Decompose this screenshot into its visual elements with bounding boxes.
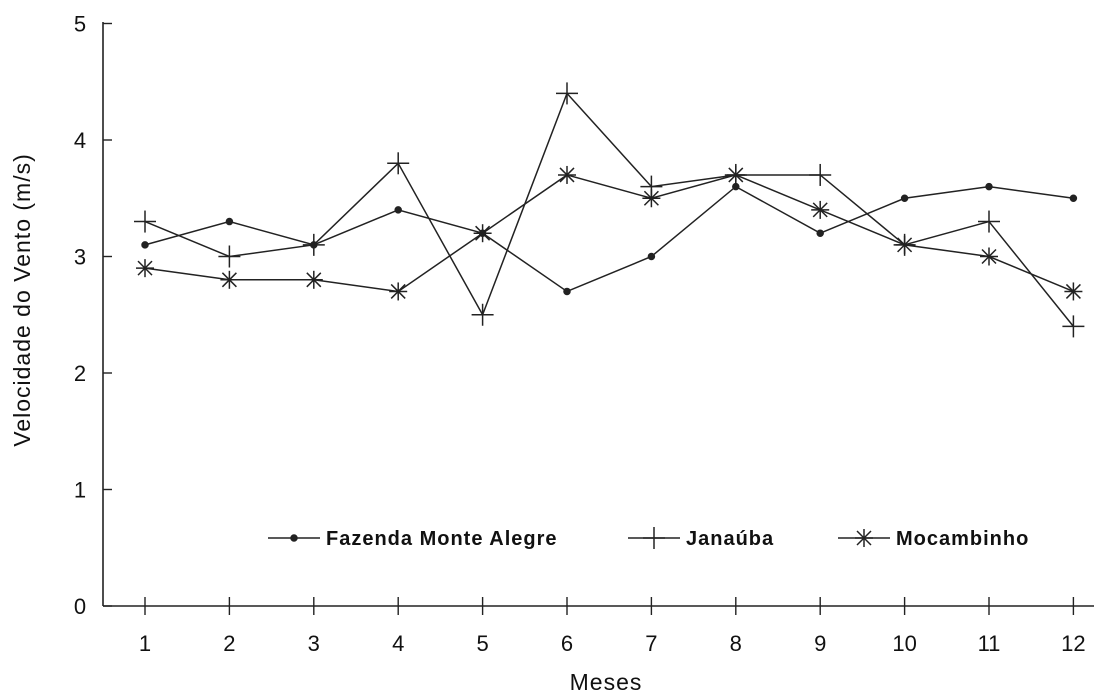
data-point-mocambinho	[389, 282, 408, 301]
data-point-janauba	[809, 163, 832, 186]
x-axis-title: Meses	[570, 669, 643, 694]
legend-marker	[643, 527, 665, 549]
x-tick-label: 2	[223, 631, 235, 656]
data-point-mocambinho	[642, 189, 661, 208]
data-point-mocambinho	[1064, 282, 1083, 301]
y-tick-label: 2	[74, 361, 86, 386]
y-tick-label: 3	[74, 245, 86, 270]
data-point-fazenda-monte-alegre	[394, 206, 402, 214]
x-tick-label: 12	[1061, 631, 1085, 656]
x-tick-label: 1	[139, 631, 151, 656]
data-point-janauba	[387, 152, 410, 175]
data-point-fazenda-monte-alegre	[563, 287, 571, 296]
legend-label: Mocambinho	[896, 528, 1029, 550]
legend-label: Fazenda Monte Alegre	[326, 528, 558, 550]
data-point-fazenda-monte-alegre	[900, 194, 909, 202]
series-layer	[134, 82, 1085, 338]
legend-item-fazenda-monte-alegre: Fazenda Monte Alegre	[268, 528, 558, 550]
y-tick-label: 1	[74, 478, 86, 503]
data-point-mocambinho	[895, 235, 914, 254]
data-point-fazenda-monte-alegre	[985, 182, 993, 191]
x-tick-label: 7	[645, 631, 657, 656]
x-tick-label: 3	[308, 631, 320, 656]
legend-marker	[290, 534, 298, 542]
y-tick-label: 5	[74, 12, 86, 37]
data-point-janauba	[556, 82, 578, 105]
data-point-mocambinho	[558, 165, 576, 184]
legend-marker	[855, 529, 873, 547]
data-point-janauba	[218, 245, 241, 268]
y-axis-ticks: 0 1 2 3 4 5	[74, 12, 112, 619]
x-tick-label: 11	[978, 631, 1001, 656]
data-point-fazenda-monte-alegre	[647, 252, 656, 261]
y-tick-label: 0	[74, 594, 86, 619]
data-point-janauba	[978, 210, 1000, 233]
series-line-fazenda-monte-alegre	[144, 185, 1074, 293]
x-tick-label: 5	[476, 631, 488, 656]
x-tick-label: 4	[392, 631, 404, 656]
data-point-mocambinho	[304, 270, 323, 289]
data-point-mocambinho	[136, 259, 154, 278]
x-tick-label: 9	[814, 631, 826, 656]
x-tick-label: 6	[561, 631, 573, 656]
data-point-fazenda-monte-alegre	[1069, 194, 1078, 202]
data-point-fazenda-monte-alegre	[816, 229, 824, 237]
data-point-mocambinho	[220, 270, 239, 289]
data-point-mocambinho	[980, 247, 998, 266]
data-point-janauba	[302, 233, 325, 256]
data-point-janauba	[471, 303, 494, 326]
x-tick-label: 10	[892, 631, 916, 656]
legend: Fazenda Monte Alegre Janaúba Mocambinho	[268, 527, 1029, 550]
y-axis-title: Velocidade do Vento (m/s)	[9, 153, 35, 447]
x-axis-ticks: 1 2 3 4 5 6 7 8 9 10 11 12	[139, 597, 1086, 656]
y-tick-label: 4	[74, 128, 86, 153]
data-point-mocambinho	[473, 224, 492, 243]
data-point-mocambinho	[726, 165, 745, 184]
data-point-janauba	[134, 210, 156, 233]
legend-label: Janaúba	[686, 528, 774, 550]
series-line-janauba	[144, 91, 1074, 327]
chart-axes	[102, 22, 1094, 607]
legend-item-janauba: Janaúba	[628, 527, 774, 550]
series-line-mocambinho	[144, 174, 1074, 293]
data-point-mocambinho	[811, 200, 830, 219]
data-point-fazenda-monte-alegre	[225, 217, 234, 226]
x-tick-label: 8	[730, 631, 742, 656]
legend-item-mocambinho: Mocambinho	[838, 528, 1029, 550]
data-point-fazenda-monte-alegre	[141, 241, 149, 249]
data-point-janauba	[1062, 315, 1085, 338]
